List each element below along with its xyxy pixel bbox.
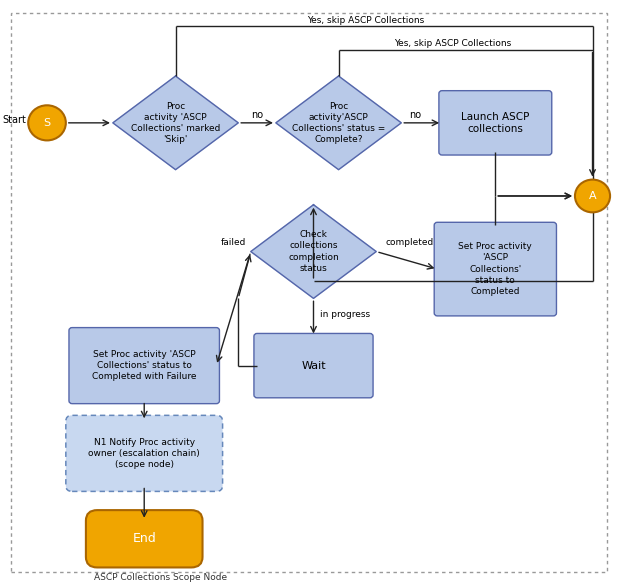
Text: completed: completed [386, 238, 434, 247]
FancyBboxPatch shape [435, 222, 557, 316]
Text: failed: failed [221, 238, 246, 247]
Text: no: no [251, 110, 263, 121]
Circle shape [28, 105, 66, 140]
Polygon shape [113, 76, 238, 170]
Polygon shape [251, 205, 376, 298]
Text: ASCP Collections Scope Node: ASCP Collections Scope Node [94, 573, 227, 583]
Text: Start: Start [3, 115, 26, 125]
FancyBboxPatch shape [69, 328, 219, 404]
Text: Set Proc activity 'ASCP
Collections' status to
Completed with Failure: Set Proc activity 'ASCP Collections' sta… [92, 350, 196, 381]
Circle shape [575, 180, 610, 212]
FancyBboxPatch shape [254, 333, 373, 398]
Text: Yes, skip ASCP Collections: Yes, skip ASCP Collections [307, 16, 424, 25]
Text: Set Proc activity
'ASCP
Collections'
status to
Completed: Set Proc activity 'ASCP Collections' sta… [458, 242, 532, 296]
Text: Yes, skip ASCP Collections: Yes, skip ASCP Collections [394, 39, 512, 49]
Polygon shape [276, 76, 401, 170]
Text: Check
collections
completion
status: Check collections completion status [288, 230, 339, 273]
Text: A: A [589, 191, 596, 201]
Text: Proc
activity'ASCP
Collections' status =
Complete?: Proc activity'ASCP Collections' status =… [292, 102, 385, 144]
Text: End: End [132, 532, 156, 545]
FancyBboxPatch shape [66, 415, 223, 491]
Text: Wait: Wait [301, 360, 326, 371]
Text: N1 Notify Proc activity
owner (escalation chain)
(scope node): N1 Notify Proc activity owner (escalatio… [88, 438, 200, 469]
Text: S: S [43, 118, 51, 128]
FancyBboxPatch shape [86, 510, 203, 567]
Text: Proc
activity 'ASCP
Collections' marked
'Skip': Proc activity 'ASCP Collections' marked … [131, 102, 220, 144]
Text: no: no [409, 110, 421, 121]
FancyBboxPatch shape [439, 91, 552, 155]
Text: in progress: in progress [320, 310, 370, 319]
Text: Launch ASCP
collections: Launch ASCP collections [461, 112, 530, 134]
